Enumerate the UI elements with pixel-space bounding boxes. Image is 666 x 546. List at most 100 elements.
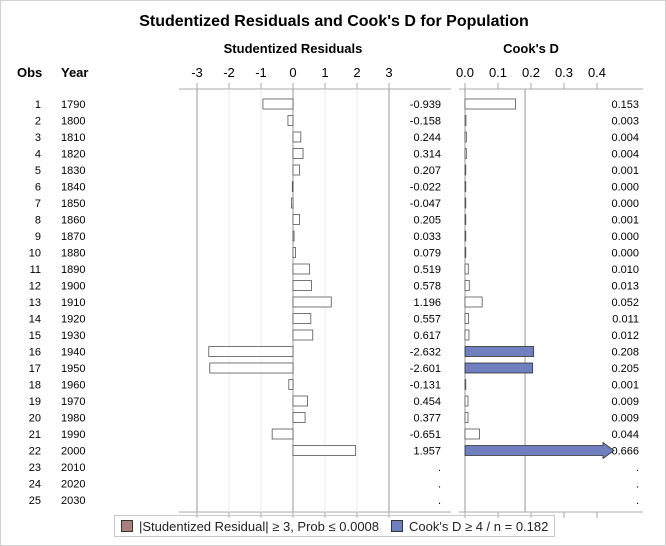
cooksd-value-label: 0.000 — [611, 182, 639, 194]
cooksd-value-label: 0.010 — [611, 264, 639, 276]
obs-label: 2 — [35, 116, 41, 128]
obs-label: 20 — [29, 413, 41, 425]
obs-label: 4 — [35, 149, 41, 161]
cooksd-bar — [464, 197, 467, 209]
cooksd-value-label: . — [636, 479, 639, 491]
cooksd-bar — [464, 98, 516, 110]
year-label: 1850 — [61, 198, 85, 210]
obs-label: 8 — [35, 215, 41, 227]
residual-value-label: . — [438, 479, 441, 491]
residual-tick-label: -2 — [223, 65, 235, 80]
residual-bar — [262, 98, 294, 110]
cooksd-bar — [464, 148, 467, 159]
obs-label: 16 — [29, 347, 41, 359]
obs-label: 1 — [35, 99, 41, 111]
year-label: 1830 — [61, 165, 85, 177]
year-label: 1820 — [61, 149, 85, 161]
year-label: 1860 — [61, 215, 85, 227]
cooksd-value-label: 0.044 — [611, 429, 639, 441]
year-header: Year — [61, 65, 88, 80]
obs-label: 11 — [30, 264, 41, 276]
year-label: 1990 — [61, 429, 85, 441]
cooksd-bar — [464, 329, 470, 341]
residual-bar — [292, 263, 311, 275]
residual-bar — [292, 230, 295, 242]
legend-swatch-influential — [391, 520, 404, 532]
cooksd-value-label: 0.009 — [611, 396, 639, 408]
residual-value-label: 0.205 — [413, 215, 441, 227]
cooksd-bar — [464, 131, 467, 143]
residual-bar — [292, 164, 301, 176]
cooksd-bar — [464, 346, 535, 357]
residual-value-label: -0.131 — [410, 380, 441, 392]
residual-value-label: 0.079 — [413, 248, 441, 260]
residual-bar — [292, 313, 312, 324]
cooksd-value-label: 0.000 — [611, 198, 639, 210]
cooksd-value-label: 0.012 — [611, 330, 639, 342]
obs-label: 23 — [29, 462, 41, 474]
cooksd-value-label: 0.001 — [611, 380, 639, 392]
chart-title: Studentized Residuals and Cook's D for P… — [139, 13, 529, 30]
cooksd-tick-label: 0.3 — [555, 65, 573, 80]
cooksd-bar — [464, 362, 534, 374]
residual-value-label: 0.377 — [413, 413, 441, 425]
residual-tick-label: 3 — [385, 65, 392, 80]
obs-label: 24 — [29, 479, 41, 491]
residual-value-label: . — [438, 462, 441, 474]
year-label: 1890 — [61, 264, 85, 276]
year-label: 1910 — [61, 297, 85, 309]
residual-value-label: 0.244 — [413, 132, 441, 144]
cooksd-bar — [464, 296, 483, 308]
residual-value-label: 0.314 — [413, 149, 441, 161]
cooksd-bar — [464, 115, 467, 126]
cooksd-bar-clipped-arrow — [464, 441, 615, 460]
cooksd-bar — [464, 247, 467, 258]
obs-label: 17 — [29, 363, 41, 375]
obs-label: 25 — [29, 495, 41, 507]
obs-label: 7 — [35, 198, 41, 210]
residual-tick-label: 2 — [353, 65, 360, 80]
residual-tick-label: -1 — [255, 65, 267, 80]
cooksd-tick-label: 0.2 — [522, 65, 540, 80]
cooksd-tick-label: 0.4 — [588, 65, 606, 80]
legend: |Studentized Residual| ≥ 3, Prob ≤ 0.000… — [114, 515, 556, 537]
legend-label-outlier: |Studentized Residual| ≥ 3, Prob ≤ 0.000… — [139, 518, 380, 534]
residual-bar — [291, 197, 294, 209]
panel-title-cooksd: Cook's D — [503, 41, 559, 56]
residual-tick-label: 1 — [321, 65, 328, 80]
year-label: 2010 — [61, 462, 85, 474]
year-label: 1800 — [61, 116, 85, 128]
obs-label: 13 — [29, 297, 41, 309]
residual-value-label: -0.022 — [410, 182, 441, 194]
legend-label-influential: Cook's D ≥ 4 / n = 0.182 — [409, 518, 549, 534]
residual-value-label: -0.047 — [410, 198, 441, 210]
cooksd-bar — [464, 164, 467, 176]
obs-label: 21 — [29, 429, 41, 441]
year-label: 2030 — [61, 495, 85, 507]
cooksd-value-label: 0.666 — [611, 446, 639, 458]
residual-bar — [292, 148, 304, 159]
cooksd-value-label: 0.052 — [611, 297, 639, 309]
residual-value-label: 0.519 — [413, 264, 441, 276]
residual-value-label: -0.939 — [410, 99, 441, 111]
cooksd-value-label: . — [636, 495, 639, 507]
legend-entry-outlier: |Studentized Residual| ≥ 3, Prob ≤ 0.000… — [121, 519, 379, 534]
obs-label: 12 — [29, 281, 41, 293]
cooksd-value-label: 0.208 — [611, 347, 639, 359]
cooksd-value-label: 0.153 — [611, 99, 639, 111]
residual-value-label: -2.601 — [410, 363, 441, 375]
cooksd-value-label: 0.004 — [611, 132, 639, 144]
cooksd-value-label: 0.001 — [611, 165, 639, 177]
residual-bar — [292, 395, 308, 407]
residual-tick-label: -3 — [191, 65, 203, 80]
cooksd-value-label: 0.011 — [612, 314, 639, 326]
cooksd-bar — [464, 313, 470, 324]
obs-label: 15 — [29, 330, 41, 342]
cooksd-bar — [464, 395, 469, 407]
obs-label: 22 — [29, 446, 41, 458]
year-label: 1920 — [61, 314, 85, 326]
year-label: 1810 — [61, 132, 85, 144]
residual-value-label: -0.651 — [410, 429, 441, 441]
residual-bar — [292, 412, 306, 423]
